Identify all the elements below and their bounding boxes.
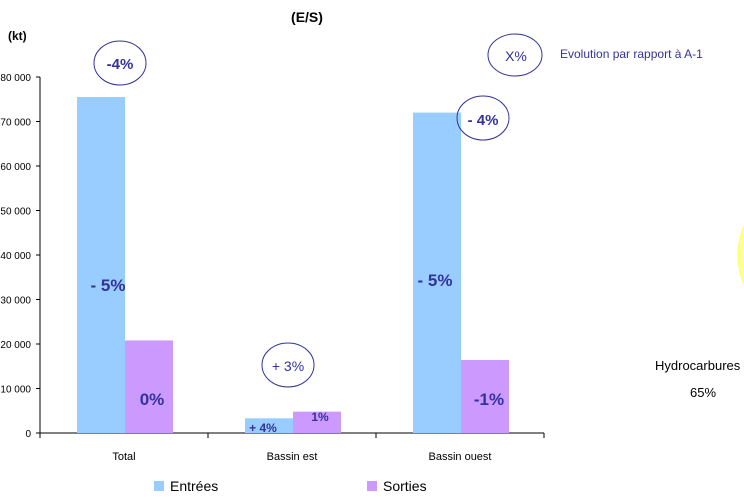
x-tick-label: Bassin ouest <box>429 451 492 463</box>
note-text: Evolution par rapport à A-1 <box>560 47 703 61</box>
change-circle <box>456 95 510 141</box>
legend: Entrées Sorties <box>154 478 427 494</box>
bar-label: + 4% <box>249 421 277 435</box>
bar-entrees <box>245 418 293 433</box>
bar-entrees <box>77 97 125 434</box>
bar-entrees <box>413 112 461 433</box>
axes: 0 10 000 20 000 30 000 40 000 50 000 60 000 70 … <box>0 73 545 463</box>
note-symbol: X% <box>505 48 527 64</box>
bar-label: -1% <box>474 390 504 409</box>
x-tick-label: Bassin est <box>267 451 318 463</box>
bassin-est-change-label: + 3% <box>272 358 304 374</box>
y-tick-label: 10 000 <box>0 385 31 396</box>
y-tick-label: 30 000 <box>0 296 31 307</box>
bar-sorties <box>293 411 341 433</box>
bassin-ouest-change-label: - 4% <box>468 112 499 129</box>
y-tick-label: 50 000 <box>0 207 31 218</box>
bars <box>77 97 509 434</box>
y-tick-label: 60 000 <box>0 162 31 173</box>
bar-label: - 5% <box>418 271 453 290</box>
annotations: - 5% 0% + 4% 1% - 5% -1% -4% + 3% - 4% <box>91 40 510 435</box>
y-tick-label: 70 000 <box>0 118 31 129</box>
y-tick-label: 20 000 <box>0 340 31 351</box>
pie-slice-fragment <box>737 224 744 286</box>
total-change-label: -4% <box>107 56 134 73</box>
y-tick-label: 0 <box>25 429 31 440</box>
note-circle <box>487 33 543 77</box>
chart-title: (E/S) <box>291 9 323 25</box>
pie-labels: Hydrocarbures 65% <box>655 358 741 400</box>
bar-label: 1% <box>311 410 329 424</box>
pie-slice-value: 65% <box>690 385 716 400</box>
pie-slice-name: Hydrocarbures <box>655 358 741 373</box>
evolution-note: X% Evolution par rapport à A-1 <box>487 33 703 77</box>
y-tick-label: 40 000 <box>0 251 31 262</box>
bar-sorties <box>125 340 173 433</box>
pie-slice <box>737 224 744 286</box>
bar-label: 0% <box>140 390 165 409</box>
bar-sorties <box>461 360 509 433</box>
y-tick-label: 80 000 <box>0 73 31 84</box>
x-tick-label: Total <box>112 451 135 463</box>
change-circle <box>261 342 315 388</box>
legend-swatch-entrees <box>154 481 164 491</box>
legend-label-sorties: Sorties <box>383 478 427 494</box>
change-circle <box>93 40 147 86</box>
legend-label-entrees: Entrées <box>170 478 218 494</box>
legend-swatch-sorties <box>367 481 377 491</box>
bar-label: - 5% <box>91 276 126 295</box>
y-axis-unit-label: (kt) <box>8 29 27 43</box>
